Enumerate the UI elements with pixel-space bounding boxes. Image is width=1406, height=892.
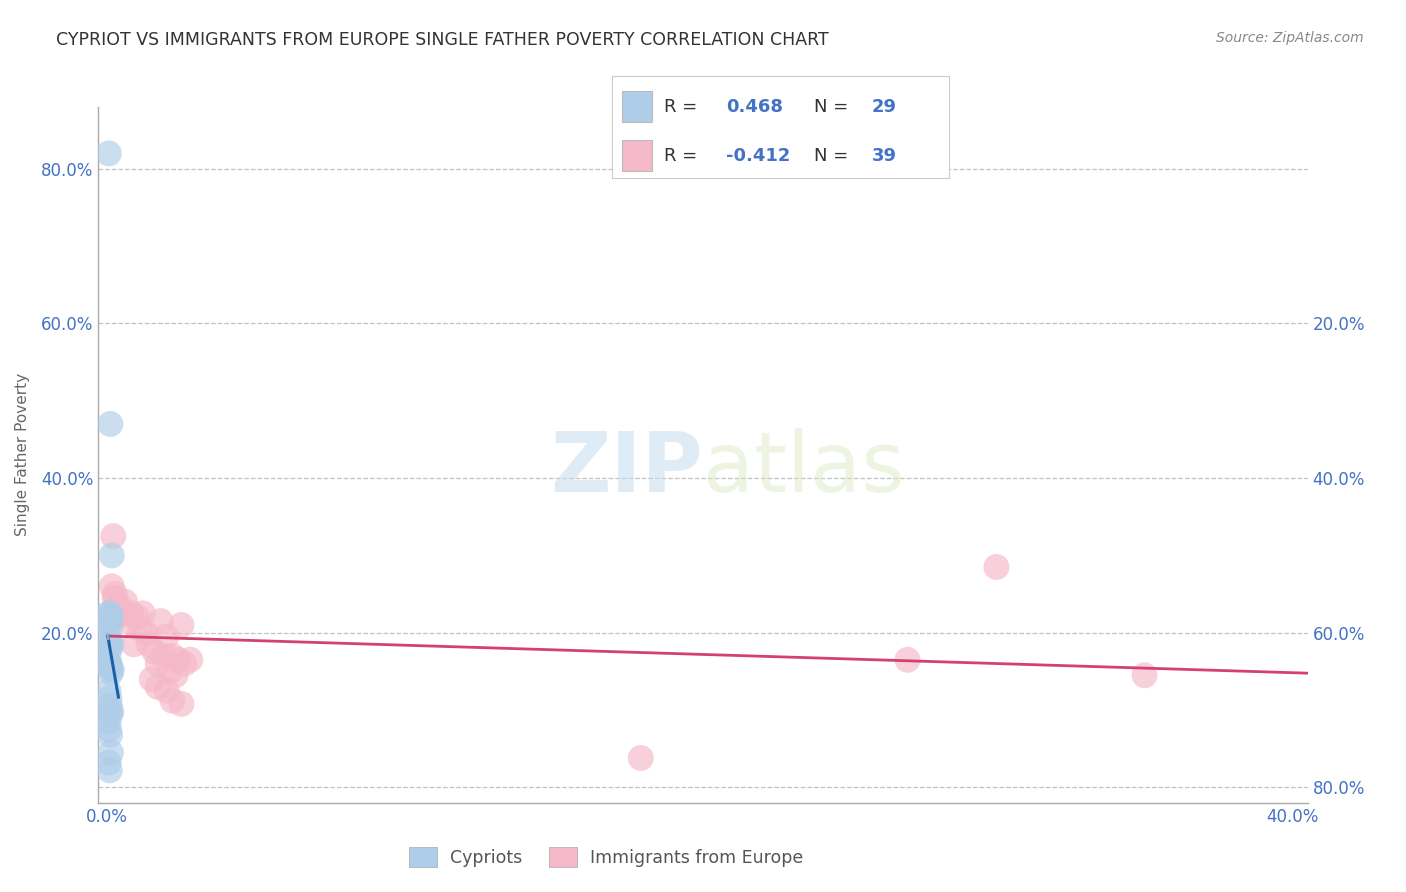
- Point: [97, 146, 120, 161]
- FancyBboxPatch shape: [621, 140, 652, 171]
- Text: N =: N =: [814, 97, 853, 116]
- Point: [98, 691, 121, 706]
- Point: [630, 751, 652, 765]
- Point: [104, 591, 127, 605]
- Point: [114, 595, 136, 609]
- Point: [103, 529, 125, 543]
- Point: [170, 618, 193, 632]
- Point: [1133, 668, 1156, 682]
- Point: [141, 672, 163, 686]
- Point: [162, 648, 184, 663]
- Point: [98, 660, 121, 674]
- Point: [132, 607, 155, 621]
- Point: [101, 607, 124, 621]
- Legend: Cypriots, Immigrants from Europe: Cypriots, Immigrants from Europe: [402, 840, 811, 874]
- Point: [149, 614, 172, 628]
- Text: 29: 29: [872, 97, 897, 116]
- Point: [98, 723, 121, 737]
- Point: [152, 648, 174, 663]
- Point: [143, 645, 166, 659]
- Y-axis label: Single Father Poverty: Single Father Poverty: [15, 374, 30, 536]
- Point: [896, 653, 918, 667]
- Point: [122, 637, 145, 651]
- Point: [98, 614, 121, 628]
- Point: [120, 607, 142, 621]
- Point: [105, 599, 128, 613]
- FancyBboxPatch shape: [621, 91, 652, 122]
- Point: [98, 417, 121, 431]
- Point: [146, 680, 169, 694]
- Point: [111, 607, 134, 621]
- Point: [98, 657, 121, 671]
- Point: [105, 610, 128, 624]
- Point: [100, 579, 122, 593]
- Text: 0.468: 0.468: [727, 97, 783, 116]
- Point: [100, 637, 122, 651]
- Point: [173, 657, 195, 671]
- Point: [108, 599, 131, 613]
- Point: [98, 618, 121, 632]
- Point: [98, 706, 121, 721]
- Point: [98, 764, 121, 778]
- Text: atlas: atlas: [703, 428, 904, 509]
- Point: [97, 653, 120, 667]
- Point: [165, 668, 187, 682]
- Point: [129, 622, 152, 636]
- Point: [162, 694, 184, 708]
- Point: [100, 705, 122, 719]
- Point: [98, 658, 121, 673]
- Point: [98, 641, 121, 656]
- Text: Source: ZipAtlas.com: Source: ZipAtlas.com: [1216, 31, 1364, 45]
- Point: [98, 607, 121, 621]
- Point: [98, 699, 121, 714]
- Point: [986, 560, 1008, 574]
- Point: [97, 714, 120, 729]
- Point: [98, 728, 121, 742]
- Point: [179, 653, 201, 667]
- Point: [97, 630, 120, 644]
- Point: [146, 657, 169, 671]
- Point: [97, 756, 120, 770]
- Point: [104, 587, 127, 601]
- Point: [138, 637, 160, 651]
- Point: [100, 610, 122, 624]
- Point: [125, 610, 148, 624]
- Point: [155, 630, 177, 644]
- Point: [159, 665, 181, 679]
- Point: [100, 746, 122, 760]
- Text: ZIP: ZIP: [551, 428, 703, 509]
- Point: [100, 665, 122, 680]
- Point: [100, 549, 122, 563]
- Point: [155, 683, 177, 698]
- Text: N =: N =: [814, 147, 853, 165]
- Text: 39: 39: [872, 147, 897, 165]
- Point: [98, 637, 121, 651]
- Text: R =: R =: [664, 147, 703, 165]
- Point: [97, 607, 120, 621]
- Point: [167, 653, 190, 667]
- Point: [135, 625, 157, 640]
- Text: CYPRIOT VS IMMIGRANTS FROM EUROPE SINGLE FATHER POVERTY CORRELATION CHART: CYPRIOT VS IMMIGRANTS FROM EUROPE SINGLE…: [56, 31, 830, 49]
- Point: [100, 663, 122, 677]
- Point: [97, 683, 120, 698]
- Point: [170, 697, 193, 711]
- Point: [117, 614, 139, 628]
- Text: R =: R =: [664, 97, 703, 116]
- Text: -0.412: -0.412: [727, 147, 790, 165]
